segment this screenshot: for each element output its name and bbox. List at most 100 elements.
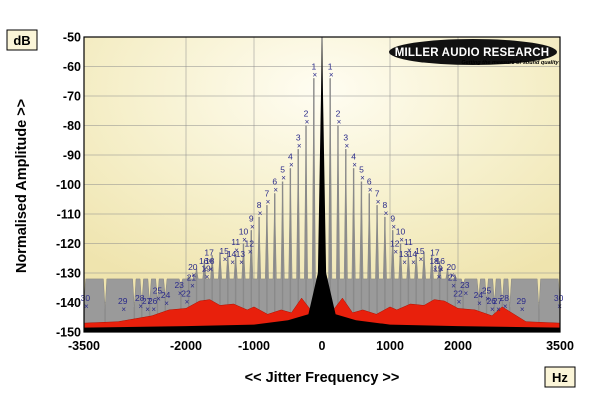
peak-label: 12 [245, 238, 255, 248]
peak-marker: × [191, 271, 196, 280]
peak-marker: × [145, 305, 150, 314]
series-layer [84, 37, 560, 332]
peak-label: 19 [201, 264, 211, 274]
peak-label: 5 [280, 165, 285, 175]
peak-marker: × [457, 298, 462, 307]
peak-label: 28 [500, 293, 510, 303]
peak-marker: × [281, 174, 286, 183]
peak-label: 10 [239, 227, 249, 237]
peak-marker: × [230, 258, 235, 267]
y-tick-label: -90 [63, 149, 81, 163]
peak-label: 3 [296, 132, 301, 142]
peak-label: 23 [174, 280, 184, 290]
peak-label: 22 [181, 289, 191, 299]
x-unit-badge: Hz [544, 366, 576, 388]
peak-marker: × [360, 174, 365, 183]
peak-marker: × [121, 305, 126, 314]
peak-label: 5 [359, 165, 364, 175]
peak-markers: 1×1×2×2×3×3×4×4×5×5×6×6×7×7×8×8×9×9×10×1… [81, 61, 564, 314]
peak-marker: × [391, 222, 396, 231]
peak-label: 25 [482, 286, 492, 296]
peak-marker: × [399, 236, 404, 245]
peak-label: 18 [429, 256, 439, 266]
peak-marker: × [520, 305, 525, 314]
peak-marker: × [273, 186, 278, 195]
logo-tagline: Getting the measure of sound quality [461, 60, 559, 66]
peak-marker: × [297, 141, 302, 150]
logo-text: MILLER AUDIO RESEARCH [395, 47, 550, 59]
peak-marker: × [463, 289, 468, 298]
peak-label: 6 [272, 177, 277, 187]
peak-marker: × [208, 265, 213, 274]
peak-label: 19 [433, 264, 443, 274]
y-tick-labels: -50 -60 -70 -80 -90 -100 -110 -120 -130 -140 -150 [56, 31, 81, 340]
peak-label: 8 [383, 200, 388, 210]
peak-label: 8 [257, 200, 262, 210]
peak-marker: × [164, 299, 169, 308]
plot-frame [83, 36, 561, 333]
peak-marker: × [242, 236, 247, 245]
peak-label: 30 [554, 293, 564, 303]
peak-label: 30 [81, 293, 91, 303]
peak-label: 6 [367, 177, 372, 187]
peak-label: 20 [188, 262, 198, 272]
peak-marker: × [433, 265, 438, 274]
peak-label: 12 [390, 238, 400, 248]
peak-label: 17 [204, 247, 214, 257]
peak-marker: × [393, 247, 398, 256]
y-tick-label: -50 [63, 31, 81, 45]
peak-label: 15 [415, 246, 425, 256]
peak-label: 21 [448, 272, 458, 282]
peak-marker: × [190, 281, 195, 290]
peak-marker: × [289, 160, 294, 169]
peak-marker: × [437, 273, 442, 282]
x-tick-label: 2000 [444, 339, 472, 353]
peak-label: 18 [205, 256, 215, 266]
peak-marker: × [185, 298, 190, 307]
x-tick-label: 3500 [546, 339, 574, 353]
peak-label: 11 [404, 237, 413, 247]
peak-marker: × [368, 186, 373, 195]
y-tick-label: -140 [56, 296, 81, 310]
peak-marker: × [202, 265, 207, 274]
peak-label: 27 [142, 296, 152, 306]
peak-marker: × [138, 302, 143, 311]
x-unit-label: Hz [552, 370, 568, 385]
series-residual [84, 37, 560, 332]
peak-marker: × [84, 302, 89, 311]
y-tick-label: -70 [63, 90, 81, 104]
peak-label: 26 [487, 296, 497, 306]
peak-marker: × [490, 305, 495, 314]
peak-label: 9 [390, 213, 395, 223]
peak-marker: × [205, 273, 210, 282]
peak-marker: × [411, 258, 416, 267]
peak-label: 14 [408, 249, 418, 259]
peak-marker: × [239, 258, 244, 267]
x-tick-label: 1000 [376, 339, 404, 353]
peak-marker: × [496, 305, 501, 314]
peak-marker: × [305, 118, 310, 127]
x-tick-label: -1000 [238, 339, 270, 353]
peak-marker: × [156, 295, 161, 304]
peak-label: 4 [351, 151, 356, 161]
peak-marker: × [434, 256, 439, 265]
peak-label: 2 [304, 109, 309, 119]
peak-label: 7 [265, 188, 270, 198]
peak-label: 16 [436, 256, 446, 266]
peak-marker: × [451, 281, 456, 290]
peak-marker: × [477, 299, 482, 308]
peak-label: 3 [343, 132, 348, 142]
y-tick-label: -80 [63, 119, 81, 133]
peak-marker: × [344, 141, 349, 150]
x-tick-label: 0 [319, 339, 326, 353]
peak-label: 26 [148, 296, 158, 306]
peak-label: 20 [446, 262, 456, 272]
y-tick-label: -60 [63, 60, 81, 74]
peak-label: 29 [118, 296, 128, 306]
peak-label: 22 [453, 289, 463, 299]
peak-marker: × [248, 247, 253, 256]
peak-label: 24 [474, 290, 484, 300]
x-tick-label: -3500 [68, 339, 100, 353]
peak-label: 2 [336, 109, 341, 119]
